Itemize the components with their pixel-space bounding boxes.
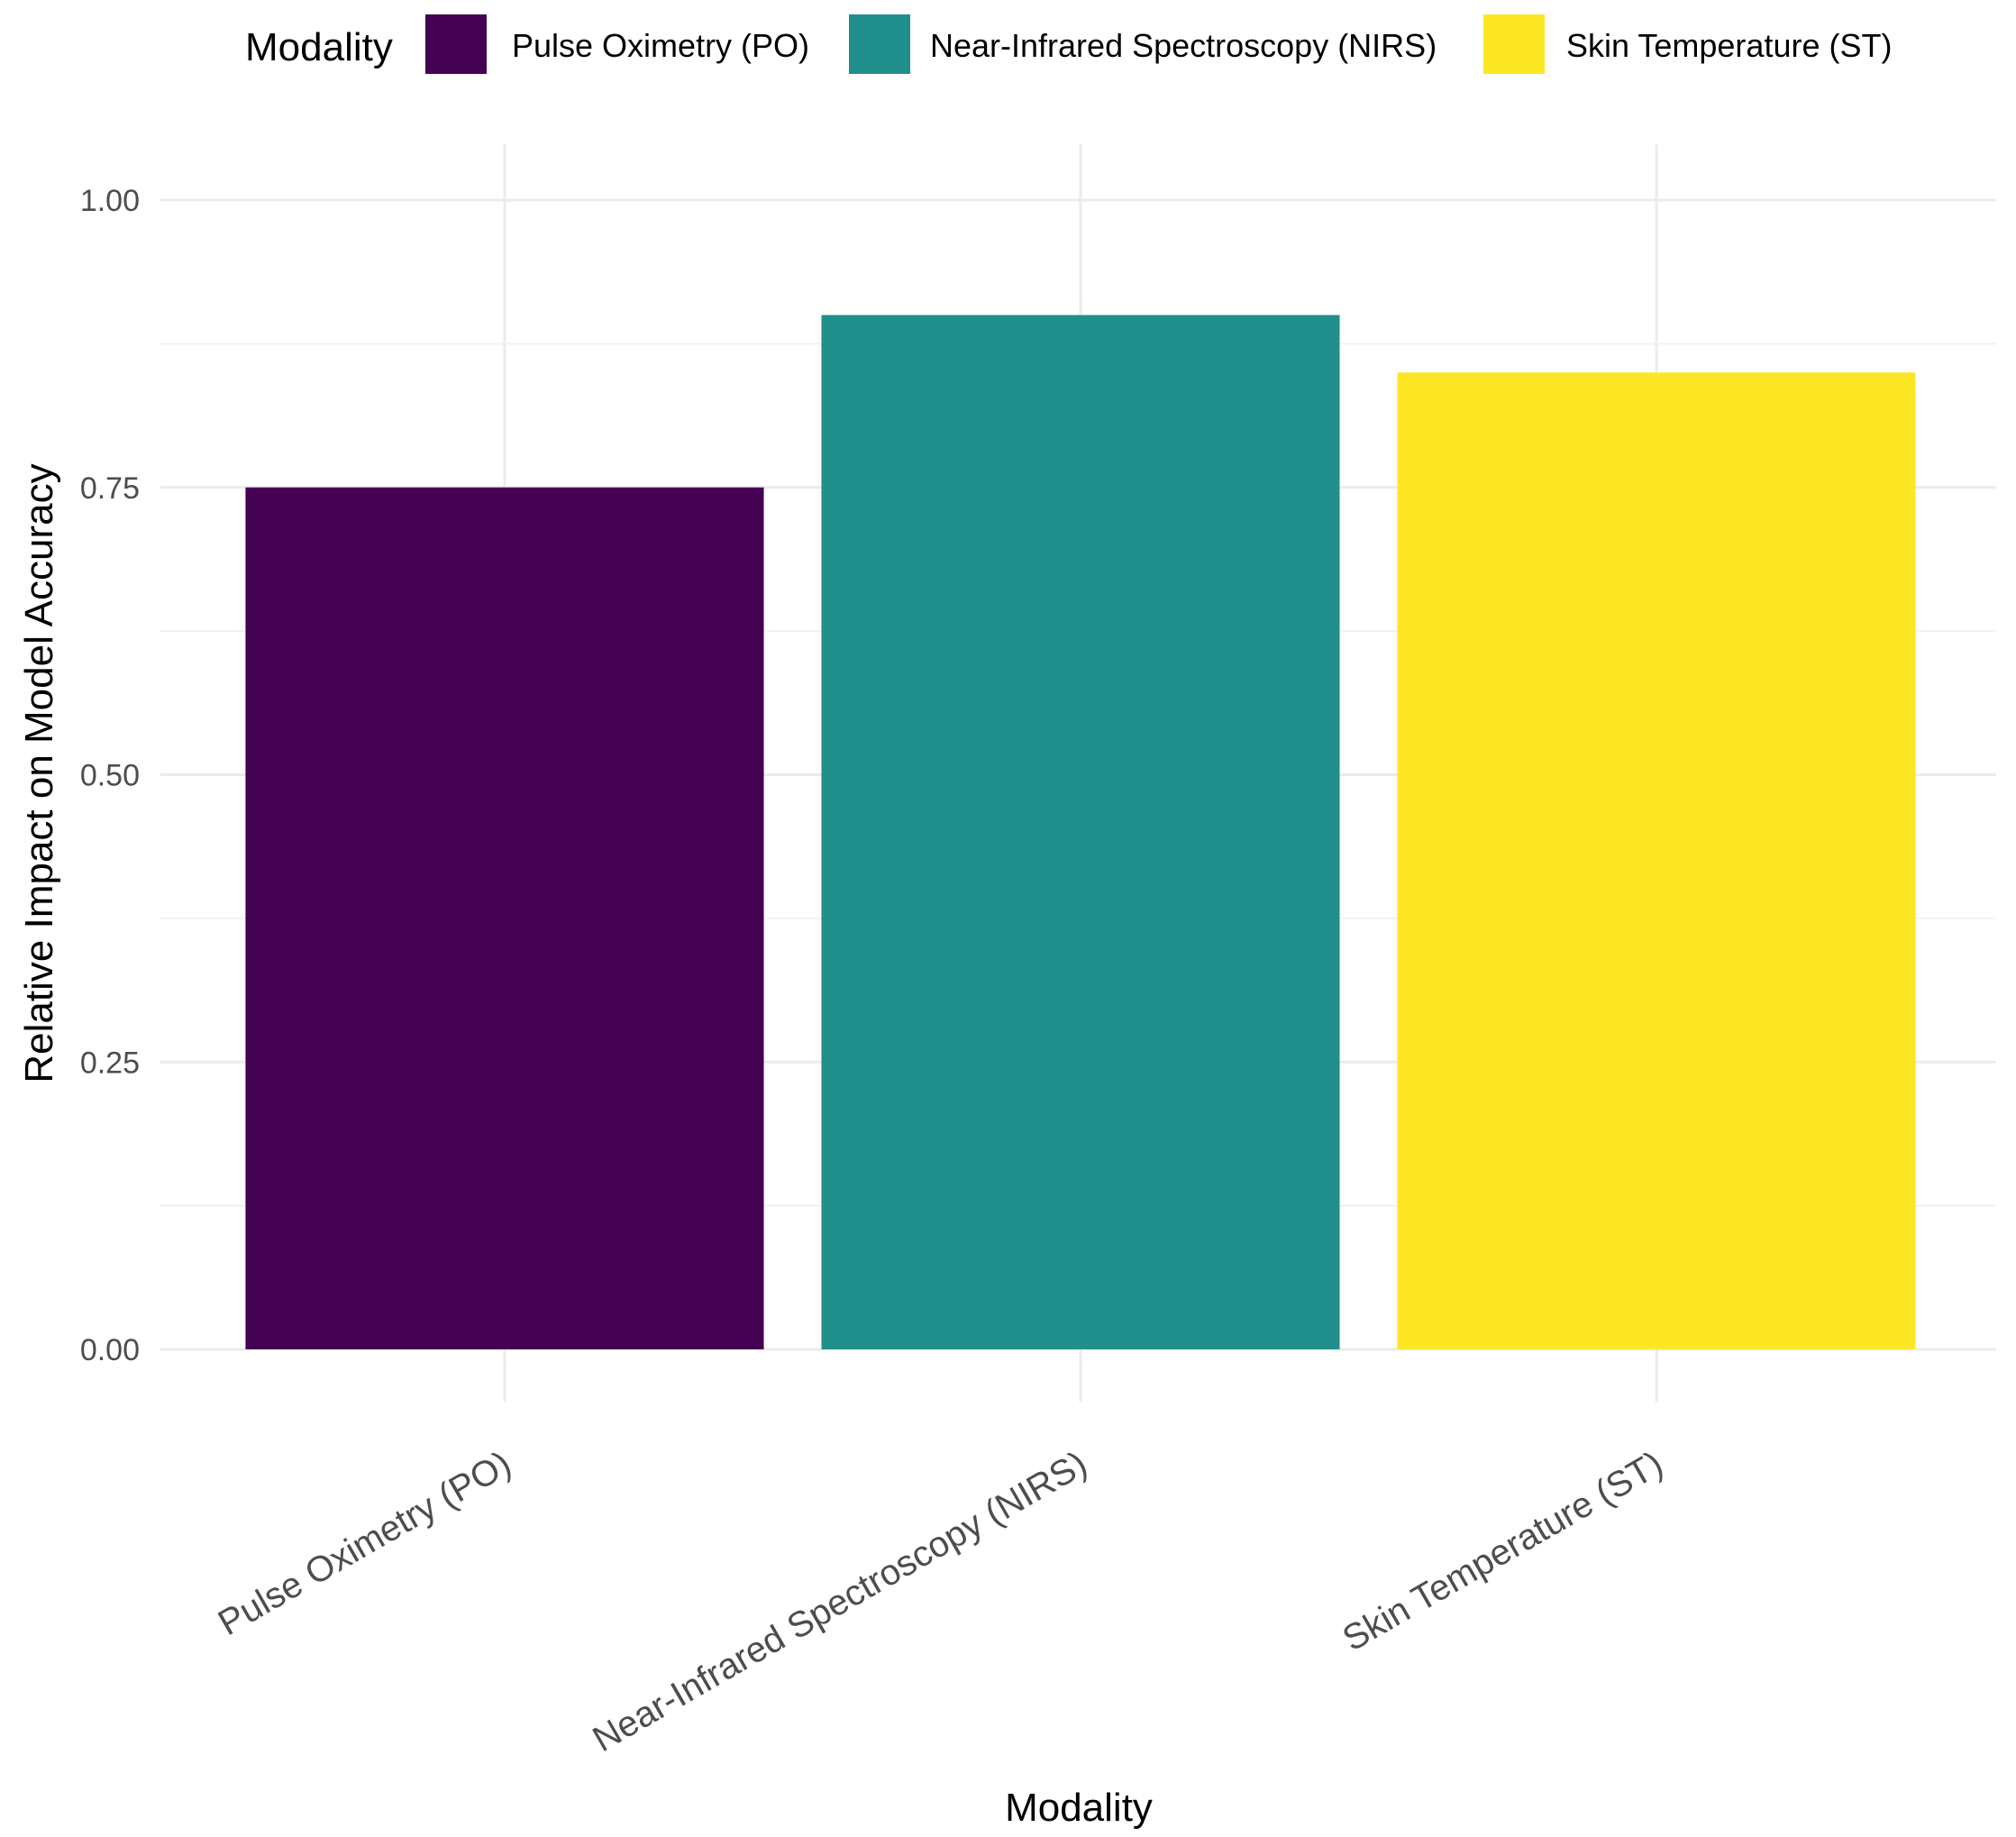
- y-tick-label: 1.00: [80, 184, 140, 218]
- bars: [245, 315, 1916, 1349]
- x-tick-label: Skin Temperature (ST): [1336, 1444, 1670, 1659]
- y-tick-label: 0.00: [80, 1333, 140, 1367]
- y-tick-label: 0.75: [80, 471, 140, 506]
- legend-label-2: Near-Infrared Spectroscopy (NIRS): [930, 27, 1437, 64]
- bar-3: [1397, 372, 1916, 1349]
- legend-label-1: Pulse Oximetry (PO): [512, 27, 809, 64]
- legend: Modality Pulse Oximetry (PO) Near-Infrare…: [245, 14, 1892, 74]
- y-tick-label: 0.25: [80, 1046, 140, 1080]
- legend-key-1: [425, 14, 487, 74]
- bar-1: [245, 487, 764, 1349]
- x-tick-label: Near-Infrared Spectroscopy (NIRS): [587, 1444, 1094, 1759]
- x-tick-label: Pulse Oximetry (PO): [212, 1444, 518, 1643]
- y-axis-title: Relative Impact on Model Accuracy: [17, 463, 61, 1083]
- bar-2: [821, 315, 1340, 1349]
- x-axis-ticks: Pulse Oximetry (PO) Near-Infrared Spectro…: [212, 1444, 1670, 1759]
- legend-key-3: [1483, 14, 1545, 74]
- legend-key-2: [849, 14, 910, 74]
- legend-title: Modality: [245, 25, 393, 69]
- legend-label-3: Skin Temperature (ST): [1566, 27, 1892, 64]
- y-tick-label: 0.50: [80, 759, 140, 793]
- y-axis-ticks: 0.00 0.25 0.50 0.75 1.00: [80, 184, 140, 1367]
- x-axis-title: Modality: [1005, 1786, 1153, 1830]
